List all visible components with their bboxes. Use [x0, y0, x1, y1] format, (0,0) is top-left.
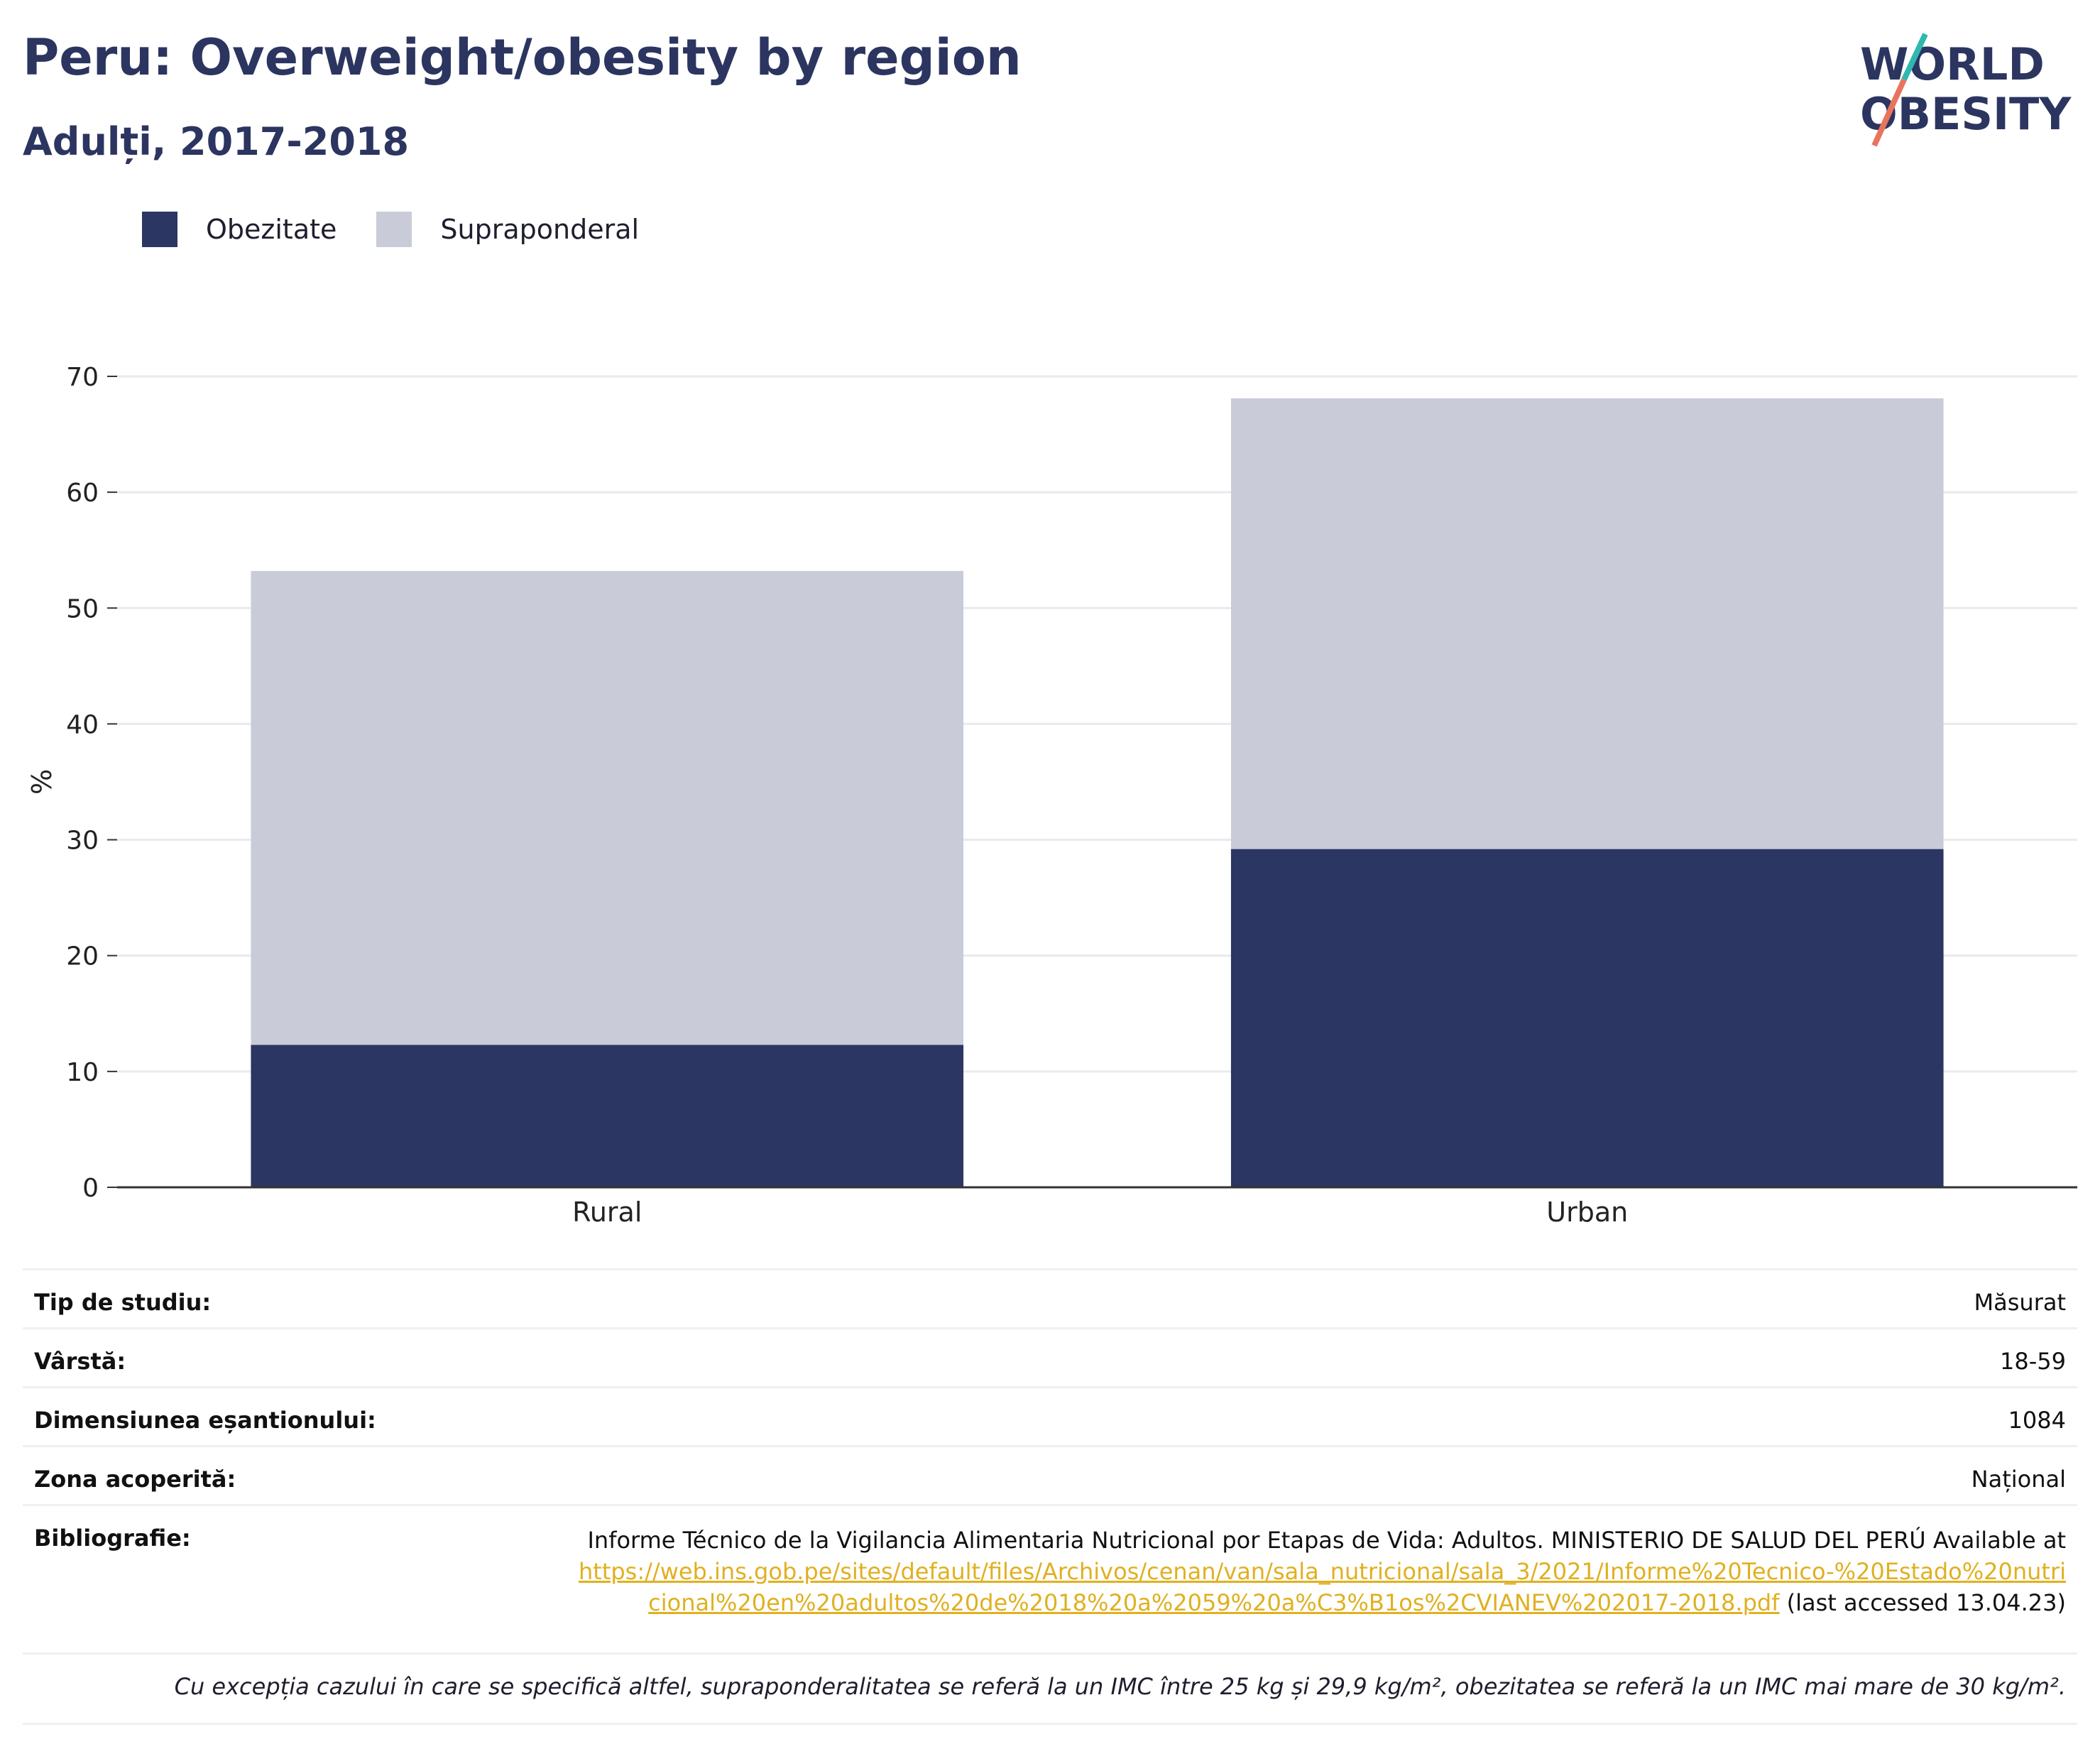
y-tick-label: 60	[66, 479, 99, 508]
meta-row-area: Zona acoperită: Național	[23, 1445, 2077, 1504]
logo-stroke-coral	[1871, 78, 1907, 147]
world-obesity-logo: WORLD OBESITY	[1860, 33, 2072, 147]
y-axis-label: %	[26, 769, 58, 795]
y-tick-label: 30	[66, 827, 99, 856]
y-tick-label: 10	[66, 1058, 99, 1087]
y-tick-label: 70	[66, 363, 99, 392]
metadata-table: Tip de studiu: Măsurat Vârstă: 18-59 Dim…	[23, 1268, 2077, 1725]
bibliography-link[interactable]: https://web.ins.gob.pe/sites/default/fil…	[578, 1558, 2066, 1616]
bar-rural-obezitate	[251, 1045, 964, 1187]
meta-label: Vârstă:	[34, 1348, 126, 1375]
y-tick-label: 40	[66, 710, 99, 739]
page-title: Peru: Overweight/obesity by region	[23, 28, 1022, 87]
logo-line1: WORLD	[1860, 38, 2045, 90]
meta-label: Dimensiunea eșantionului:	[34, 1407, 376, 1434]
logo-stroke-teal	[1901, 33, 1928, 81]
legend-label-supraponderal: Supraponderal	[440, 214, 640, 245]
y-tick-label: 0	[82, 1174, 99, 1203]
bibliography-text: Informe Técnico de la Vigilancia Aliment…	[587, 1527, 2066, 1554]
meta-label: Zona acoperită:	[34, 1466, 236, 1493]
y-tick-label: 50	[66, 594, 99, 623]
x-tick-label: Rural	[572, 1197, 642, 1228]
meta-row-sample-size: Dimensiunea eșantionului: 1084	[23, 1386, 2077, 1445]
meta-row-bibliography: Bibliografie: Informe Técnico de la Vigi…	[23, 1504, 2077, 1652]
legend-item-supraponderal[interactable]: Supraponderal	[376, 212, 639, 247]
meta-row-age: Vârstă: 18-59	[23, 1327, 2077, 1386]
page-subtitle: Adulți, 2017-2018	[23, 119, 410, 164]
chart-legend: Obezitate Supraponderal	[142, 212, 679, 247]
bibliography-value: Informe Técnico de la Vigilancia Aliment…	[575, 1525, 2066, 1652]
stacked-bar-chart: 0 10 20 30 40 50 60 70% Rural Urban	[26, 363, 2077, 1228]
bar-urban-supraponderal	[1230, 398, 1944, 849]
y-tick-label: 20	[66, 942, 99, 971]
bibliography-suffix: (last accessed 13.04.23)	[1786, 1589, 2066, 1616]
meta-value: Măsurat	[1974, 1289, 2066, 1316]
legend-swatch-obezitate	[142, 212, 177, 247]
definition-note: Cu excepția cazului în care se specifică…	[23, 1652, 2077, 1725]
legend-label-obezitate: Obezitate	[206, 214, 337, 245]
definition-note-text: Cu excepția cazului în care se specifică…	[174, 1673, 2066, 1700]
logo-line2: OBESITY	[1860, 88, 2072, 140]
bar-urban-obezitate	[1230, 849, 1944, 1187]
x-tick-label: Urban	[1546, 1197, 1628, 1228]
legend-item-obezitate[interactable]: Obezitate	[142, 212, 337, 247]
legend-swatch-supraponderal	[376, 212, 412, 247]
meta-value: Național	[1971, 1466, 2066, 1493]
meta-label: Tip de studiu:	[34, 1289, 212, 1316]
meta-row-study-type: Tip de studiu: Măsurat	[23, 1268, 2077, 1327]
meta-value: 1084	[2008, 1407, 2066, 1434]
meta-label: Bibliografie:	[34, 1525, 191, 1552]
bar-rural-supraponderal	[251, 571, 964, 1045]
meta-value: 18-59	[2000, 1348, 2066, 1375]
